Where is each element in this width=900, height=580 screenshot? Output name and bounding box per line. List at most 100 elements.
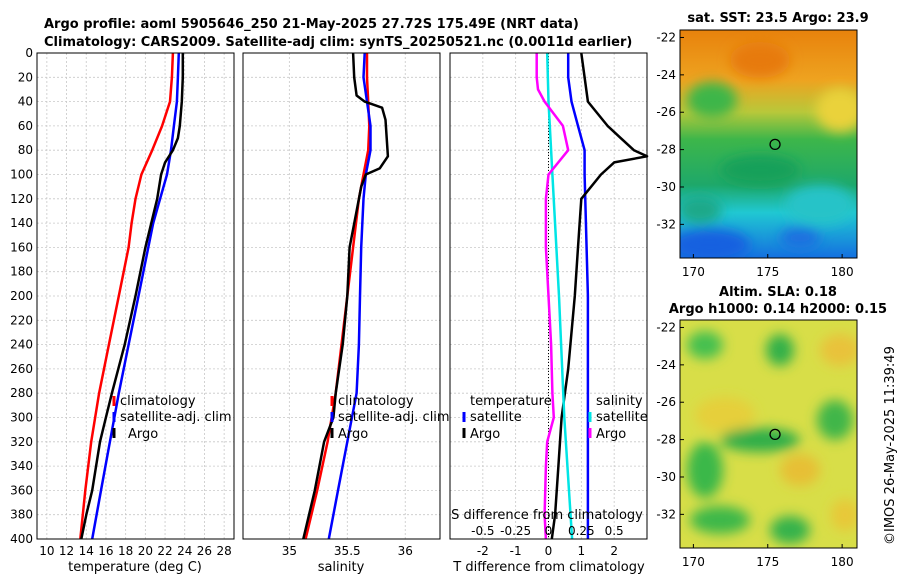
x-tick-label: 26 (197, 544, 212, 558)
legend-title-temperature: temperature (470, 394, 552, 409)
series-line-satellite-adj-clim (327, 52, 372, 540)
difference-top-xlabel: S difference from climatology (451, 508, 643, 523)
depth-tick-label: 340 (10, 459, 33, 473)
argo-position-marker (769, 138, 781, 151)
lat-tick-label: -24 (656, 68, 676, 82)
lat-tick-label: -30 (656, 180, 676, 194)
legend-label-argo: Argo (338, 427, 368, 442)
series-line-satellite-adj-clim (90, 52, 181, 540)
legend-label-argo: Argo (128, 427, 158, 442)
depth-tick-label: 60 (18, 119, 33, 133)
lat-tick-label: -30 (656, 470, 676, 484)
depth-tick-label: 0 (25, 46, 33, 60)
temperature-xlabel: temperature (deg C) (68, 560, 202, 575)
x-tick-label: 36 (398, 544, 413, 558)
x-tick-label: 35.5 (334, 544, 361, 558)
depth-tick-label: 380 (10, 508, 33, 522)
legend-label-satellite: satellite-adj. clim (338, 410, 450, 425)
x-tick-label: 2 (610, 544, 618, 558)
series-line-argo (302, 52, 390, 540)
s-diff-tick-label: -0.5 (471, 524, 494, 538)
depth-tick-label: 20 (18, 70, 33, 84)
difference-axes-frame (449, 52, 648, 540)
depth-tick-label: 320 (10, 435, 33, 449)
legend-label-s-satellite: satellite (596, 410, 648, 425)
salinity-axes-frame (242, 52, 441, 540)
sst-map-ticks: 170 175 180 -22 -24 -26 -28 -30 -32 (656, 30, 853, 279)
depth-tick-label: 400 (10, 532, 33, 546)
series-line-t-argo (550, 52, 649, 540)
difference-panel: -2 -1 0 1 2 T difference from climatology S … (449, 52, 649, 575)
x-tick-label: 18 (118, 544, 133, 558)
sst-map-panel: sat. SST: 23.5 Argo: 23.9 170 175 180 -22 -2… (656, 11, 868, 279)
x-tick-label: 22 (157, 544, 172, 558)
lon-tick-label: 180 (831, 265, 854, 279)
legend-label-satellite: satellite-adj. clim (120, 410, 232, 425)
temperature-panel: 0 20 40 60 80 100 120 140 160 180 200 220 240 260 280 3… (10, 46, 235, 575)
x-tick-label: 12 (59, 544, 74, 558)
x-tick-label: 20 (138, 544, 153, 558)
salinity-panel: 35 35.5 36 salinity climatology satellite-… (242, 52, 450, 575)
sla-map-frame (679, 319, 858, 549)
depth-tick-label: 180 (10, 265, 33, 279)
salinity-lines (302, 52, 390, 540)
lon-tick-label: 170 (682, 265, 705, 279)
depth-tick-label: 160 (10, 240, 33, 254)
temperature-ticks: 0 20 40 60 80 100 120 140 160 180 200 220 240 260 280 3… (10, 46, 232, 558)
lon-tick-label: 175 (756, 265, 779, 279)
lon-tick-label: 180 (831, 555, 854, 569)
temperature-axes-frame (36, 52, 235, 540)
temperature-legend: climatology satellite-adj. clim Argo (112, 394, 232, 442)
lat-tick-label: -28 (656, 433, 676, 447)
salinity-ticks: 35 35.5 36 (282, 544, 413, 558)
sst-map-title: sat. SST: 23.5 Argo: 23.9 (687, 11, 868, 26)
x-tick-label: 24 (177, 544, 192, 558)
lat-tick-label: -22 (656, 30, 676, 44)
lat-tick-label: -26 (656, 395, 676, 409)
legend-label-t-satellite: satellite (470, 410, 522, 425)
sst-map-frame (679, 29, 858, 259)
title-line1: Argo profile: aoml 5905646_250 21-May-20… (44, 17, 579, 32)
sla-heatmap (680, 320, 857, 548)
s-diff-tick-label: 0.5 (605, 524, 624, 538)
x-tick-label: -1 (510, 544, 522, 558)
legend-label-t-argo: Argo (470, 427, 500, 442)
x-tick-label: 10 (39, 544, 54, 558)
series-line-s-satellite (545, 52, 574, 540)
lat-tick-label: -24 (656, 358, 676, 372)
temperature-lines (79, 52, 185, 540)
lat-tick-label: -22 (656, 320, 676, 334)
depth-tick-label: 140 (10, 216, 33, 230)
series-line-climatology (79, 52, 175, 540)
depth-tick-label: 280 (10, 386, 33, 400)
sla-map-ticks: 170 175 180 -22 -24 -26 -28 -30 -32 (656, 320, 853, 569)
title-line2: Climatology: CARS2009. Satellite-adj cli… (44, 35, 632, 50)
difference-lines (535, 52, 649, 540)
argo-position-marker (769, 428, 781, 441)
sla-map-subtitle: Argo h1000: 0.14 h2000: 0.15 (669, 302, 887, 317)
lon-tick-label: 175 (756, 555, 779, 569)
x-tick-label: -2 (477, 544, 489, 558)
s-diff-tick-label: 0.25 (568, 524, 595, 538)
lat-tick-label: -32 (656, 507, 676, 521)
x-tick-label: 1 (578, 544, 586, 558)
depth-tick-label: 200 (10, 289, 33, 303)
depth-tick-label: 360 (10, 483, 33, 497)
legend-label-climatology: climatology (120, 394, 196, 409)
lat-tick-label: -28 (656, 143, 676, 157)
x-tick-label: 28 (217, 544, 232, 558)
legend-title-salinity: salinity (596, 394, 643, 409)
series-line-argo (80, 53, 185, 540)
series-line-s-argo (535, 53, 570, 540)
depth-tick-label: 260 (10, 362, 33, 376)
x-tick-label: 16 (98, 544, 113, 558)
legend-label-s-argo: Argo (596, 427, 626, 442)
s-diff-tick-label: -0.25 (500, 524, 531, 538)
depth-tick-label: 240 (10, 338, 33, 352)
s-diff-tick-label: 0 (545, 524, 553, 538)
salinity-legend: climatology satellite-adj. clim Argo (330, 394, 450, 442)
depth-tick-label: 100 (10, 168, 33, 182)
x-tick-label: 0 (545, 544, 553, 558)
difference-xlabel: T difference from climatology (452, 560, 645, 575)
